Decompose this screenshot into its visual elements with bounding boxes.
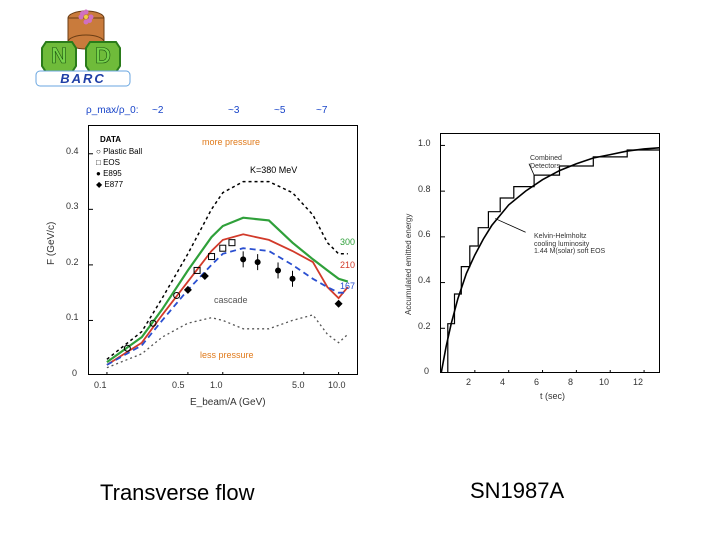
rxtick: 6 xyxy=(534,377,539,387)
xtick: 1.0 xyxy=(210,380,223,390)
logo-banner-text: BARC xyxy=(60,71,106,86)
cascade-label: cascade xyxy=(214,295,248,305)
rytick: 0.4 xyxy=(418,275,431,285)
rho-val-0: ~2 xyxy=(152,105,163,116)
barc-logo: N D BARC xyxy=(28,8,138,88)
ytick: 0 xyxy=(72,368,77,378)
xtick: 10.0 xyxy=(328,380,346,390)
ytick: 0.2 xyxy=(66,257,79,267)
transverse-flow-chart: ρ_max/ρ_0: ~2 ~3 ~5 ~7 0 0.1 0.2 0.3 0.4… xyxy=(40,105,380,425)
rxtick: 2 xyxy=(466,377,471,387)
charts-row: ρ_max/ρ_0: ~2 ~3 ~5 ~7 0 0.1 0.2 0.3 0.4… xyxy=(40,105,680,445)
legend-3: ◆ E877 xyxy=(96,180,123,189)
rxtick: 4 xyxy=(500,377,505,387)
rytick: 1.0 xyxy=(418,138,431,148)
logo-letter-d: D xyxy=(95,43,111,68)
ytick: 0.4 xyxy=(66,146,79,156)
rho-val-2: ~5 xyxy=(274,105,285,116)
k300-label: 300 xyxy=(340,237,355,247)
less-pressure: less pressure xyxy=(200,350,254,360)
rxtick: 12 xyxy=(633,377,643,387)
ytick: 0.3 xyxy=(66,201,79,211)
xtick: 5.0 xyxy=(292,380,305,390)
rytick: 0.2 xyxy=(418,321,431,331)
logo-letter-n: N xyxy=(51,43,67,68)
right-ylabel: Accumulated emitted energy xyxy=(404,214,413,315)
left-caption: Transverse flow xyxy=(100,480,254,506)
k167-label: 167 xyxy=(340,281,355,291)
right-xlabel: t (sec) xyxy=(540,391,565,401)
xtick: 0.5 xyxy=(172,380,185,390)
rho-label: ρ_max/ρ_0: xyxy=(86,105,139,116)
legend-title: DATA xyxy=(100,135,121,144)
left-xlabel: E_beam/A (GeV) xyxy=(190,397,266,408)
rxtick: 8 xyxy=(568,377,573,387)
rho-val-3: ~7 xyxy=(316,105,327,116)
rytick: 0.8 xyxy=(418,184,431,194)
rxtick: 10 xyxy=(599,377,609,387)
legend-0: ○ Plastic Ball xyxy=(96,147,142,156)
left-ylabel: F (GeV/c) xyxy=(46,222,57,265)
legend-1: □ EOS xyxy=(96,158,120,167)
right-caption: SN1987A xyxy=(470,478,564,504)
k380-label: K=380 MeV xyxy=(250,165,297,175)
more-pressure: more pressure xyxy=(202,137,260,147)
sn1987a-chart: 0 0.2 0.4 0.6 0.8 1.0 2 4 6 8 10 12 t (s… xyxy=(400,115,680,415)
legend-2: ● E895 xyxy=(96,169,122,178)
rytick: 0.6 xyxy=(418,229,431,239)
ytick: 0.1 xyxy=(66,312,79,322)
kelvin-helmholtz: Kelvin-Helmholtz cooling luminosity 1.44… xyxy=(534,233,605,256)
left-plot-svg xyxy=(88,125,358,375)
xtick: 0.1 xyxy=(94,380,107,390)
k210-label: 210 xyxy=(340,260,355,270)
rho-val-1: ~3 xyxy=(228,105,239,116)
combined-detectors: Combined Detectors xyxy=(530,155,562,170)
rytick: 0 xyxy=(424,366,429,376)
